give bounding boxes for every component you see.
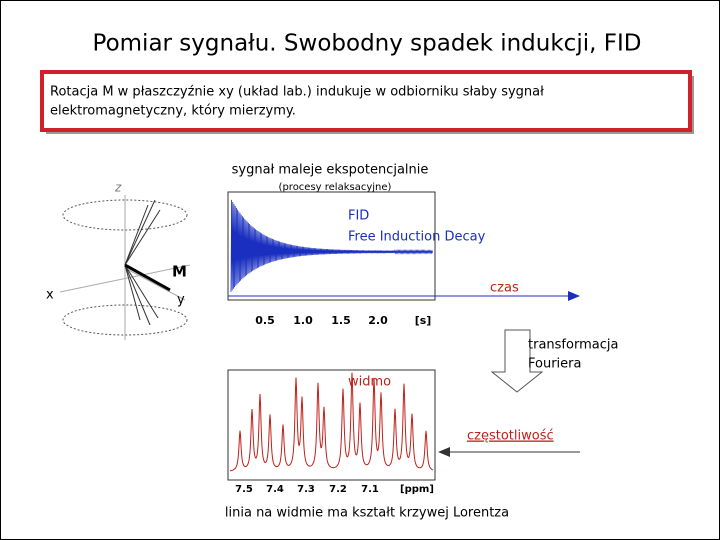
intro-line: elektromagnetyczny, który mierzymy.: [50, 104, 296, 119]
fid-tick-label: 2.0: [368, 314, 388, 327]
fid-label-full: Free Induction Decay: [348, 230, 486, 245]
spectrum-label: widmo: [348, 375, 391, 390]
spectrum-tick-label: 7.3: [297, 484, 315, 495]
transform-line: Fouriera: [528, 357, 581, 372]
vector-m: M: [172, 263, 187, 281]
spectrum-frame: [227, 369, 436, 481]
fid-subcaption: (procesy relaksacyjne): [279, 182, 392, 193]
fourier-arrow: [490, 329, 544, 393]
spectrum-note: linia na widmie ma kształt krzywej Loren…: [225, 506, 509, 521]
transform-line: transformacja: [528, 338, 618, 353]
axis-x: x: [46, 288, 54, 303]
arrowhead: [438, 447, 450, 457]
axis-z: z: [114, 181, 122, 195]
arrowhead: [568, 291, 580, 301]
fid-signal: [230, 199, 433, 292]
intro-box: [40, 70, 692, 132]
spectrum-signal: [229, 372, 434, 472]
axis-y: y: [177, 293, 185, 308]
spectrum-tick-label: 7.2: [329, 484, 347, 495]
frequency-label: częstotliwość: [467, 429, 554, 444]
fid-tick-label: [s]: [415, 314, 432, 327]
fid-frame: [227, 191, 436, 301]
fid-tick-label: 1.5: [331, 314, 351, 327]
spectrum-tick-label: 7.4: [266, 484, 284, 495]
fid-tick-label: 0.5: [255, 314, 275, 327]
spectrum-tick-label: 7.5: [235, 484, 253, 495]
fid-tick-label: 1.0: [293, 314, 313, 327]
spectrum-tick-label: 7.1: [361, 484, 379, 495]
fid-label: FID: [348, 209, 369, 224]
time-label: czas: [490, 281, 519, 296]
intro-line: Rotacja M w płaszczyźnie xy (układ lab.)…: [50, 85, 544, 100]
spectrum-tick-label: [ppm]: [400, 484, 434, 495]
fid-caption: sygnał maleje ekspotencjalnie: [232, 163, 429, 178]
title: Pomiar sygnału. Swobodny spadek indukcji…: [93, 31, 642, 57]
vector-diagram: [59, 195, 191, 340]
